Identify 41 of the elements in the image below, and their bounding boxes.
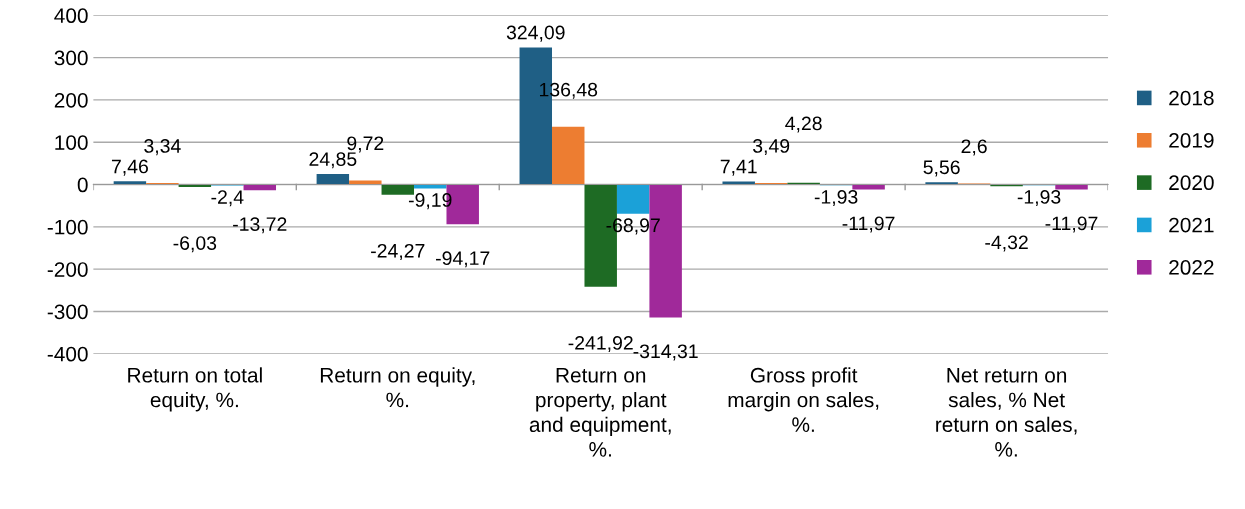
data-label: -11,97: [1045, 216, 1098, 233]
y-tick-label: 100: [55, 135, 88, 150]
data-label: 3,34: [144, 139, 181, 156]
data-label: -1,93: [814, 190, 858, 207]
y-tick-label: 0: [77, 177, 88, 193]
data-label: 7,46: [111, 159, 148, 176]
data-label: -241,92: [568, 335, 633, 353]
data-label: -94,17: [436, 251, 490, 268]
data-label: 4,28: [785, 116, 822, 133]
legend-label: 2020: [1169, 175, 1214, 191]
data-label: 324,09: [506, 25, 565, 42]
data-label: 2,6: [961, 139, 987, 156]
y-tick-label: 200: [54, 92, 88, 108]
legend-label: 2018: [1169, 90, 1214, 106]
data-label: -13,72: [233, 217, 287, 234]
legend-label: 2022: [1169, 260, 1214, 275]
legend-label: 2021: [1169, 217, 1214, 233]
x-tick-label: Net return on sales, % Net return on sales, %.: [936, 368, 1077, 457]
data-label: -11,97: [842, 216, 895, 233]
y-tick-label: -300: [47, 304, 88, 320]
x-tick-label: Return on equity, %.: [320, 367, 475, 408]
data-label: -1,93: [1017, 190, 1061, 207]
legend-label: 2019: [1169, 133, 1214, 148]
data-label: -4,32: [985, 235, 1028, 252]
data-label: 24,85: [309, 152, 357, 169]
y-tick-label: -100: [47, 219, 88, 235]
data-label: -2,4: [211, 190, 244, 207]
data-label: 9,72: [347, 136, 384, 153]
data-label: 3,49: [753, 139, 790, 156]
data-label: 7,41: [720, 159, 757, 176]
x-tick-label: Gross profit margin on sales, %.: [728, 367, 879, 432]
x-tick-label: Return on total equity, %.: [128, 367, 262, 412]
data-label: -6,03: [173, 236, 217, 253]
data-label: -24,27: [371, 243, 425, 260]
y-tick-label: 300: [54, 50, 88, 66]
y-tick-label: 400: [54, 8, 88, 24]
y-tick-label: -400: [47, 346, 88, 362]
data-label: 5,56: [923, 160, 960, 177]
data-label: -314,31: [633, 344, 698, 361]
y-tick-label: -200: [47, 262, 88, 277]
x-tick-label: Return on property, plant and equipment, %.: [529, 368, 671, 457]
